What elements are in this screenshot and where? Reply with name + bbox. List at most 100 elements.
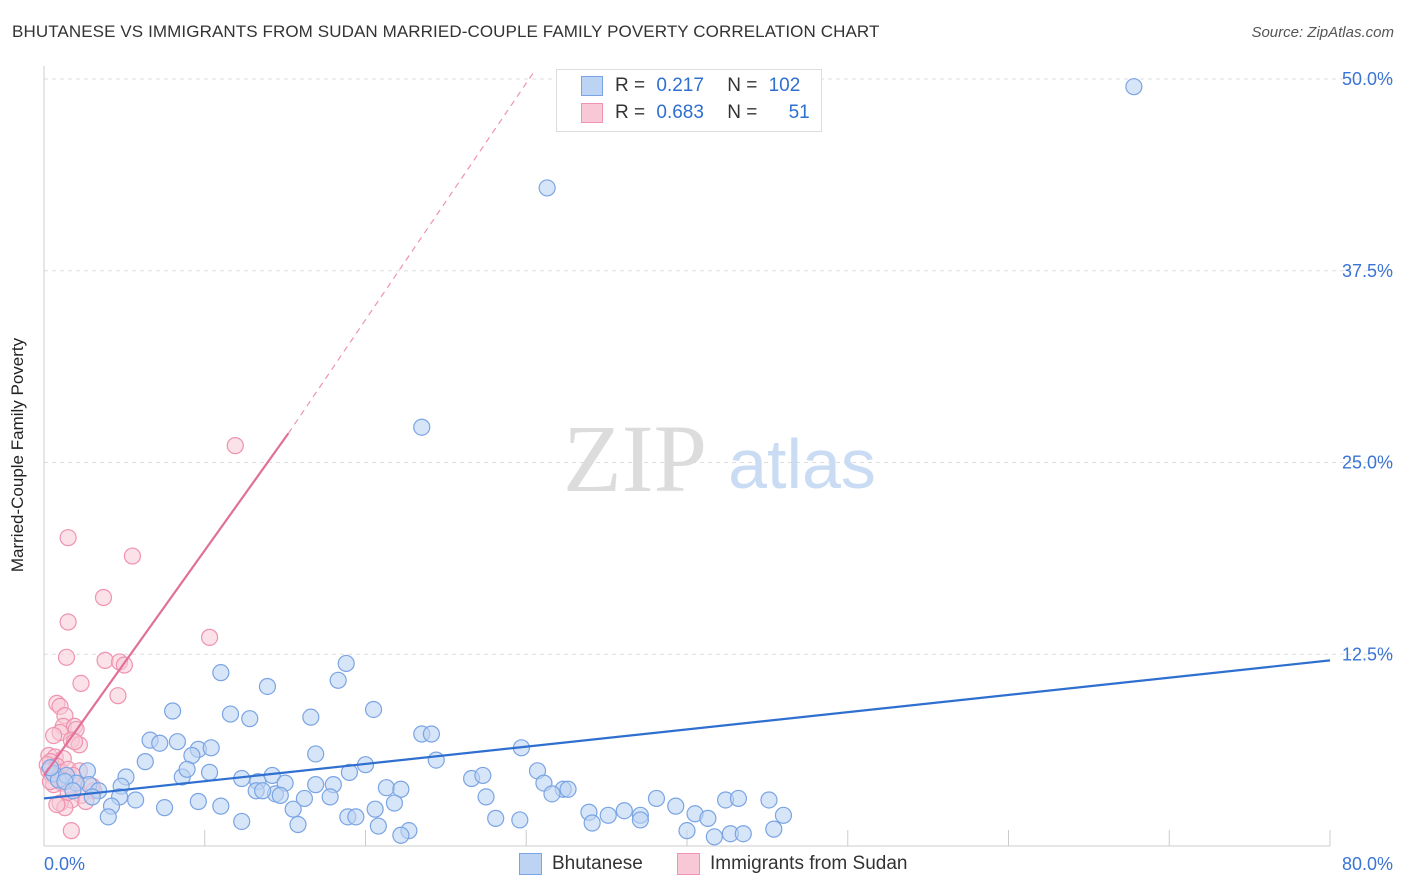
series-legend-swatch-bhutanese: [519, 853, 542, 875]
y-tick-label: 37.5%: [1342, 261, 1393, 281]
bhutanese-point: [427, 751, 445, 769]
tick-label-layer: 12.5% 25.0% 37.5% 50.0% 0.0% 80.0%: [44, 69, 1393, 874]
bhutanese-point: [760, 791, 778, 809]
bhutanese-point: [99, 808, 117, 826]
sudan-point: [59, 613, 77, 631]
sudan-point: [200, 628, 219, 646]
bhutanese-point: [377, 779, 395, 797]
bhutanese-point: [734, 825, 752, 843]
legend-swatch-sudan: [581, 103, 603, 123]
bhutanese-point: [774, 806, 793, 824]
series-legend: Bhutanese Immigrants from Sudan: [0, 851, 1406, 877]
bhutanese-point: [136, 753, 154, 771]
bhutanese-point: [168, 733, 187, 751]
bhutanese-point: [307, 745, 325, 763]
bhutanese-point: [667, 797, 685, 815]
bhutanese-point: [631, 811, 649, 829]
bhutanese-point: [254, 782, 272, 800]
bhutanese-point: [474, 766, 492, 785]
bhutanese-point: [233, 812, 251, 831]
bhutanese-point: [599, 806, 617, 824]
legend-n-value: 102: [768, 75, 801, 96]
bhutanese-point: [289, 815, 307, 834]
bhutanese-point: [284, 800, 302, 818]
legend-row-bhutanese: R = 0.217 N = 102: [615, 75, 800, 97]
y-tick-label: 12.5%: [1342, 644, 1393, 664]
bhutanese-trend-line: [43, 659, 1331, 800]
grid-layer: [44, 78, 1394, 655]
bhutanese-point: [422, 725, 441, 743]
bhutanese-point: [543, 785, 561, 803]
sudan-point: [109, 687, 127, 705]
legend-r-label: R =: [615, 75, 646, 96]
bhutanese-point: [477, 788, 495, 806]
bhutanese-point: [392, 826, 410, 844]
legend-row-sudan: R = 0.683 N = 51: [615, 102, 810, 124]
bhutanese-point: [1125, 78, 1143, 96]
bhutanese-point: [258, 677, 277, 696]
bhutanese-point: [364, 700, 383, 719]
bhutanese-point: [385, 794, 404, 812]
bhutanese-point: [511, 811, 529, 829]
bhutanese-point: [329, 671, 347, 689]
bhutanese-point: [241, 710, 259, 728]
watermark-zip: ZIP: [563, 405, 707, 512]
x-tick-label: 0.0%: [44, 854, 85, 874]
sudan-point: [48, 795, 66, 814]
bhutanese-point: [559, 780, 577, 798]
bhutanese-point: [699, 809, 717, 827]
series-legend-label-bhutanese: Bhutanese: [552, 853, 643, 874]
series-legend-label-sudan: Immigrants from Sudan: [710, 853, 908, 874]
watermark-atlas: atlas: [728, 425, 876, 503]
bhutanese-point: [83, 788, 101, 806]
sudan-point: [45, 726, 63, 745]
legend-r-label: R =: [615, 102, 646, 123]
bhutanese-point: [295, 789, 314, 808]
trend-layer: [43, 70, 1331, 800]
bhutanese-point: [729, 789, 748, 808]
bhutanese-point: [647, 789, 666, 808]
legend-r-value: 0.683: [656, 102, 704, 123]
bhutanese-point: [392, 780, 410, 798]
bhutanese-point: [487, 809, 505, 827]
y-axis-label-wrap: Married-Couple Family Poverty: [8, 338, 28, 572]
bhutanese-point: [307, 776, 325, 794]
legend-swatch-bhutanese: [581, 76, 603, 96]
bhutanese-point: [212, 797, 230, 815]
bhutanese-point: [127, 791, 145, 809]
bhutanese-point: [202, 739, 220, 757]
bhutanese-points: [41, 78, 1143, 846]
sudan-point: [123, 547, 142, 565]
bhutanese-point: [302, 708, 320, 726]
bhutanese-point: [271, 786, 289, 804]
bhutanese-point: [413, 418, 431, 436]
bhutanese-point: [321, 788, 339, 806]
bhutanese-point: [366, 800, 384, 818]
sudan-point: [57, 648, 76, 666]
bhutanese-point: [221, 705, 240, 723]
sudan-point: [59, 529, 77, 547]
bhutanese-point: [200, 763, 219, 781]
sudan-point: [226, 437, 244, 455]
y-tick-label: 50.0%: [1342, 69, 1393, 89]
bhutanese-point: [189, 792, 207, 811]
bhutanese-point: [151, 734, 169, 752]
bhutanese-point: [615, 802, 633, 820]
bhutanese-point: [178, 760, 196, 778]
chart-title: BHUTANESE VS IMMIGRANTS FROM SUDAN MARRI…: [12, 22, 880, 41]
sudan-point: [72, 674, 90, 692]
bhutanese-point: [705, 828, 723, 846]
stats-legend: R = 0.217 N = 102 R = 0.683 N = 51: [556, 69, 822, 132]
sudan-point: [96, 651, 114, 669]
legend-n-value: 51: [788, 102, 810, 123]
bhutanese-point: [340, 763, 359, 781]
bhutanese-point: [583, 814, 601, 832]
bhutanese-point: [337, 654, 355, 673]
bhutanese-point: [212, 664, 230, 682]
bhutanese-point: [347, 808, 365, 826]
sudan-trend-line: [43, 432, 290, 777]
x-tick-label: 80.0%: [1342, 854, 1393, 874]
bhutanese-point: [155, 799, 174, 817]
sudan-trend-extension: [287, 70, 535, 434]
